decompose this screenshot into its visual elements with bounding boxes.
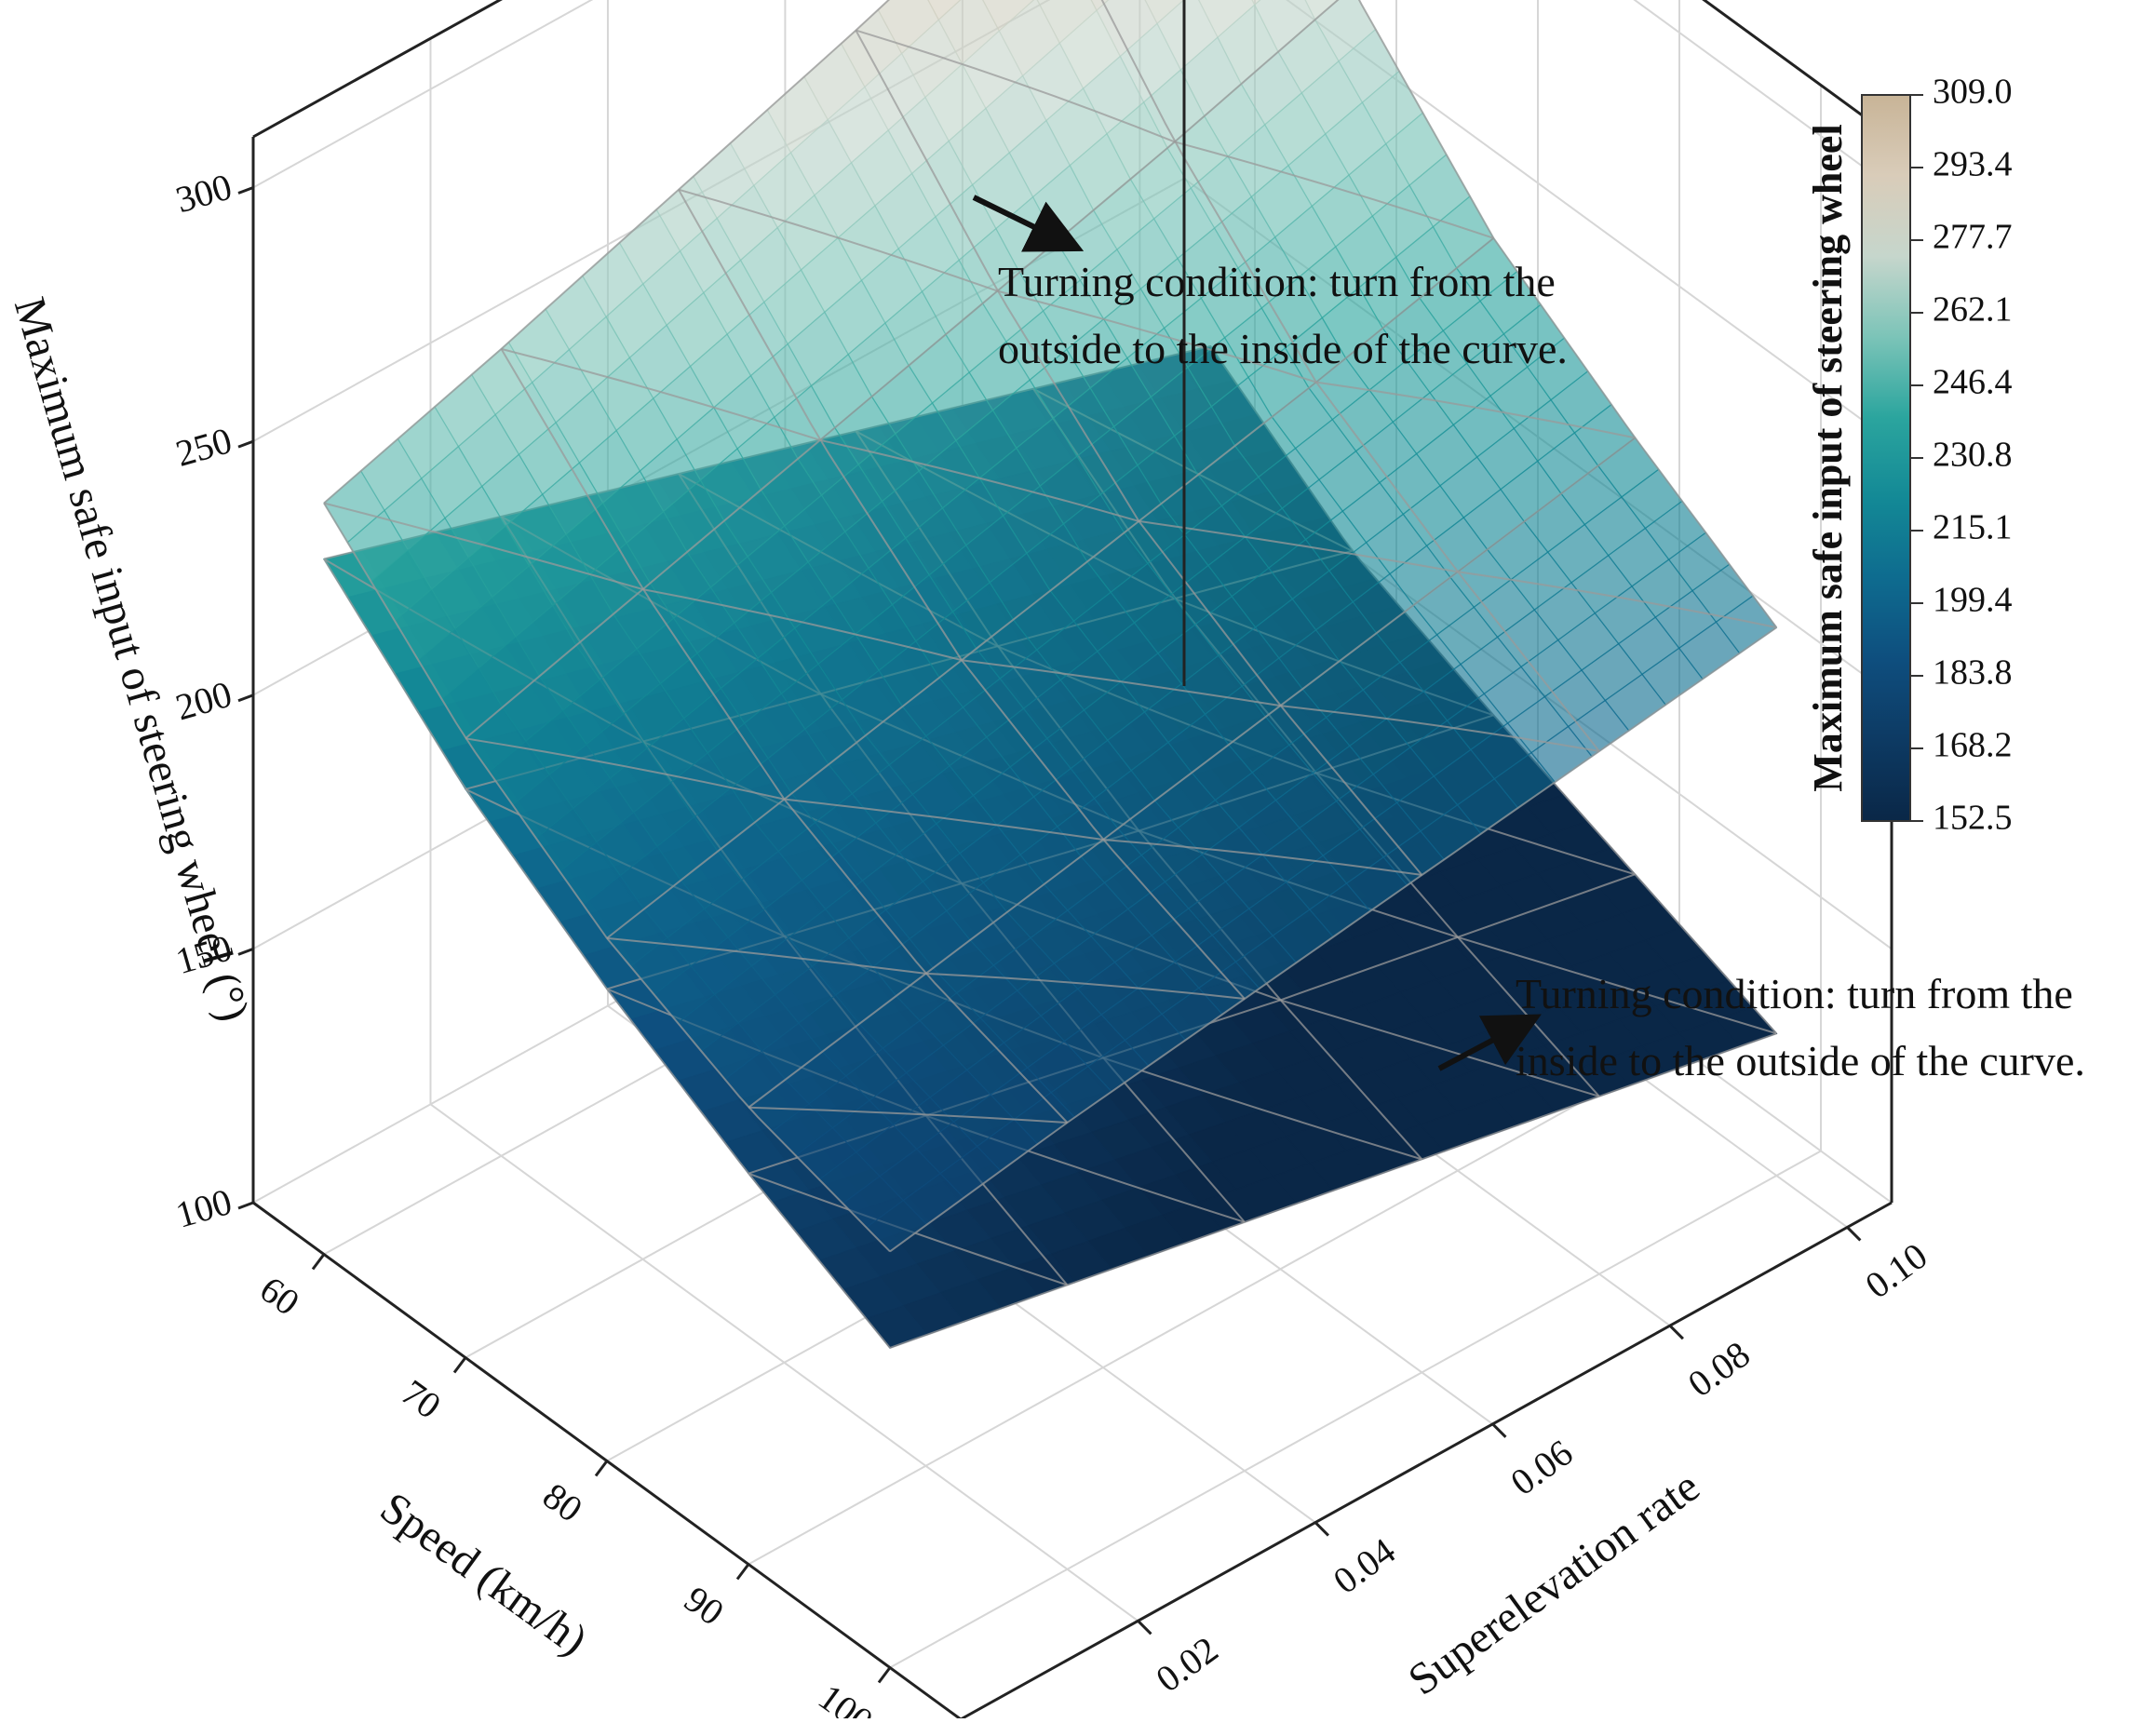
mesh-line	[889, 626, 1777, 1253]
annotation-text: outside to the inside of the curve.	[998, 325, 1568, 372]
mesh-line	[1280, 999, 1600, 1097]
z-tick-label: 200	[171, 673, 236, 729]
mesh-line	[1457, 571, 1777, 629]
colorbar-tick-label: 262.1	[1933, 290, 2013, 330]
speed-tick-mark	[452, 1356, 467, 1374]
mesh-line	[323, 0, 891, 505]
superelevation-axis-title: Superelevation rate	[1399, 1461, 1708, 1704]
superelevation-tick-mark	[1137, 1620, 1152, 1636]
superelevation-tick-mark	[1668, 1325, 1684, 1340]
mesh-line	[1280, 705, 1600, 752]
colorbar: 309.0 293.4 277.7 262.1 246.4 230.8 215.1 199.4…	[1805, 73, 2012, 838]
annotation-arrow	[972, 195, 1085, 252]
speed-tick-label: 100	[811, 1676, 881, 1718]
annotation-arrow	[1437, 1014, 1542, 1071]
colorbar-tick-label: 293.4	[1933, 145, 2013, 184]
z-axis-title: Maximum safe input of steering wheel (°)	[5, 292, 259, 1027]
mesh-line	[784, 798, 1104, 841]
z-tick-label: 100	[171, 1180, 236, 1236]
annotation-text: inside to the outside of the curve.	[1516, 1037, 2085, 1084]
annotation-text: Turning condition: turn from the	[998, 258, 1556, 305]
mesh-line	[1102, 1057, 1422, 1161]
annotation-text: Turning condition: turn from the	[1516, 970, 2073, 1017]
mesh-line	[465, 737, 785, 801]
floor-grid-line	[429, 1103, 1139, 1622]
mesh-line	[748, 437, 1637, 1109]
superelevation-axis-line	[960, 1201, 1893, 1721]
speed-tick-label: 70	[394, 1371, 449, 1427]
superelevation-tick-label: 0.04	[1326, 1529, 1403, 1602]
speed-tick-mark	[735, 1563, 750, 1581]
mesh-line	[501, 347, 821, 441]
superelevation-tick-label: 0.08	[1680, 1333, 1758, 1406]
mesh-line	[1174, 141, 1494, 239]
surface-outside-to-inside	[323, 0, 1778, 1253]
top-edge-line	[1702, 0, 1893, 139]
surfaces	[323, 0, 1778, 1349]
top-edge-line	[252, 0, 503, 139]
annotation-inside-to-outside: Turning condition: turn from the inside t…	[1437, 970, 2085, 1084]
z-tick-mark	[237, 1201, 254, 1210]
colorbar-tick-label: 277.7	[1933, 218, 2013, 257]
mesh-line	[889, 1032, 1777, 1349]
colorbar-gradient	[1861, 94, 1911, 822]
colorbar-tick-label: 168.2	[1933, 726, 2013, 765]
superelevation-tick-mark	[1314, 1521, 1330, 1537]
colorbar-tick-label: 230.8	[1933, 436, 2013, 475]
mesh-line	[1457, 936, 1777, 1035]
colorbar-tick-label: 199.4	[1933, 581, 2013, 620]
mesh-line	[465, 0, 1340, 740]
wall-grid-line	[1633, 0, 1893, 189]
mesh-line	[1139, 519, 1459, 573]
colorbar-tick-label: 246.4	[1933, 363, 2013, 402]
annotations: Turning condition: turn from the outside …	[972, 195, 2085, 1084]
mesh-line	[642, 588, 963, 662]
z-tick-mark	[237, 186, 254, 195]
mesh-line	[606, 237, 1495, 939]
mesh-line	[997, 289, 1317, 384]
mesh-line	[748, 1106, 1068, 1124]
mesh-line	[925, 972, 1246, 1000]
superelevation-tick-label: 0.10	[1857, 1234, 1934, 1307]
superelevation-tick-label: 0.02	[1148, 1628, 1225, 1701]
speed-tick-mark	[311, 1253, 326, 1271]
speed-tick-mark	[594, 1460, 609, 1477]
colorbar-tick-label: 309.0	[1933, 73, 2013, 112]
superelevation-tick-label: 0.06	[1502, 1432, 1580, 1504]
floor-grid-line	[889, 1150, 1822, 1669]
superelevation-tick-mark	[1491, 1422, 1507, 1438]
mesh-line	[323, 502, 643, 591]
floor-grid-line	[748, 1046, 1680, 1566]
z-tick-mark	[237, 947, 254, 956]
mesh-line	[678, 188, 998, 292]
mesh-line	[856, 29, 1176, 143]
z-tick-label: 250	[171, 419, 236, 475]
wall-grid-line	[252, 0, 594, 189]
colorbar-tick-label: 152.5	[1933, 799, 2013, 838]
mesh-line	[606, 936, 926, 975]
speed-tick-label: 60	[252, 1268, 307, 1324]
mesh-line	[1102, 839, 1422, 876]
surface-outside-to-inside-mesh	[323, 0, 1778, 1253]
mesh-line	[1315, 381, 1636, 439]
speed-tick-label: 90	[677, 1578, 732, 1634]
mesh-line	[961, 659, 1281, 707]
colorbar-title: Maximum safe input of steering wheel	[1805, 124, 1851, 791]
colorbar-tick-label: 183.8	[1933, 653, 2013, 693]
z-tick-label: 300	[171, 165, 236, 221]
z-tick-mark	[237, 439, 254, 449]
superelevation-tick-mark	[1846, 1226, 1862, 1242]
z-tick-mark	[237, 693, 254, 703]
annotation-outside-to-inside: Turning condition: turn from the outside …	[972, 195, 1568, 372]
speed-tick-label: 80	[535, 1474, 590, 1530]
mesh-line	[819, 438, 1139, 522]
speed-tick-mark	[877, 1666, 892, 1684]
colorbar-tick-label: 215.1	[1933, 508, 2013, 547]
